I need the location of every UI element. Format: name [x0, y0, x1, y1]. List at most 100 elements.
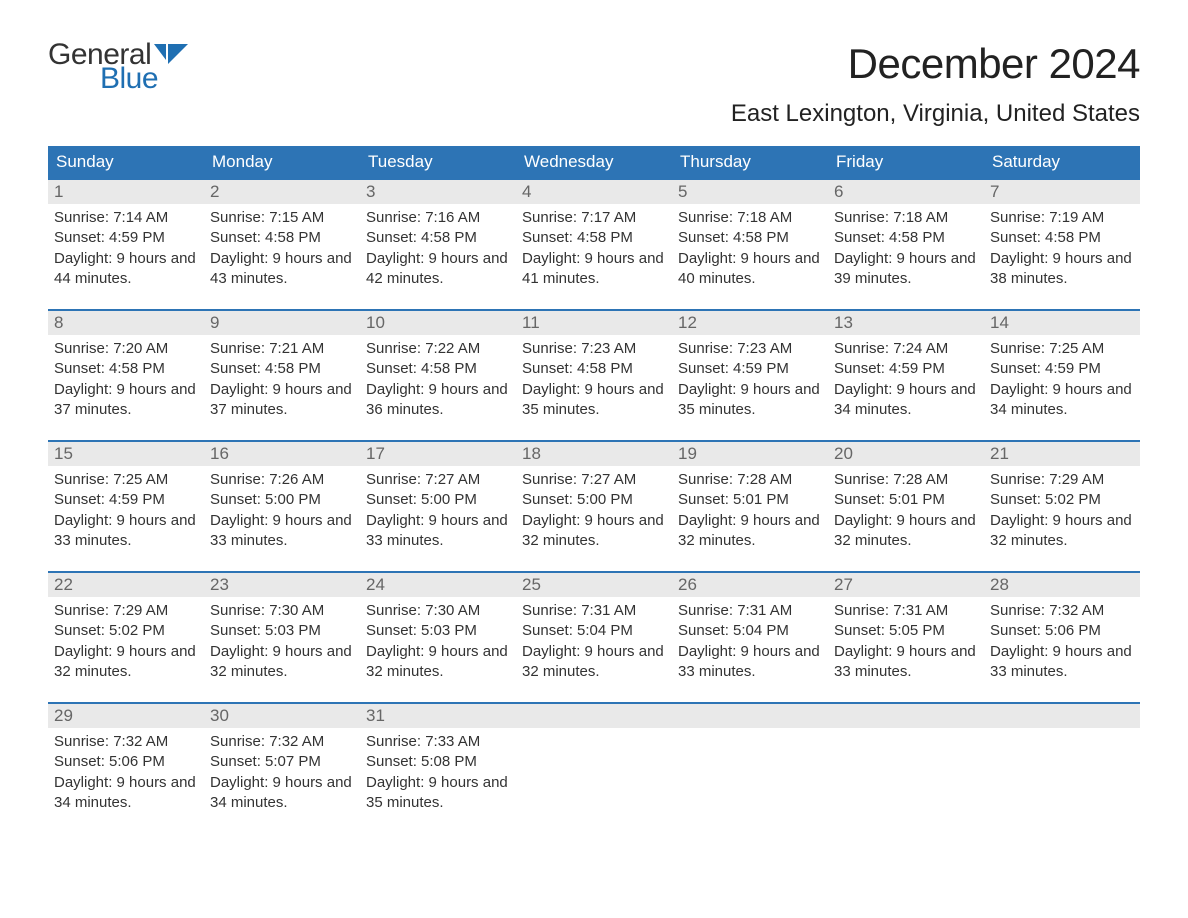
day-number: 4	[516, 180, 672, 204]
location: East Lexington, Virginia, United States	[731, 100, 1140, 128]
calendar-cell: 28Sunrise: 7:32 AMSunset: 5:06 PMDayligh…	[984, 573, 1140, 688]
calendar-cell: 5Sunrise: 7:18 AMSunset: 4:58 PMDaylight…	[672, 180, 828, 295]
calendar-cell: 29Sunrise: 7:32 AMSunset: 5:06 PMDayligh…	[48, 704, 204, 819]
day-number	[828, 704, 984, 728]
day-details: Sunrise: 7:29 AMSunset: 5:02 PMDaylight:…	[984, 466, 1140, 557]
day-number: 17	[360, 442, 516, 466]
day-number: 7	[984, 180, 1140, 204]
day-number: 20	[828, 442, 984, 466]
day-details: Sunrise: 7:26 AMSunset: 5:00 PMDaylight:…	[204, 466, 360, 557]
day-number: 18	[516, 442, 672, 466]
day-details: Sunrise: 7:32 AMSunset: 5:06 PMDaylight:…	[48, 728, 204, 819]
calendar-cell: 25Sunrise: 7:31 AMSunset: 5:04 PMDayligh…	[516, 573, 672, 688]
day-number: 21	[984, 442, 1140, 466]
calendar-cell: 23Sunrise: 7:30 AMSunset: 5:03 PMDayligh…	[204, 573, 360, 688]
day-header-sun: Sunday	[48, 146, 204, 178]
day-details: Sunrise: 7:28 AMSunset: 5:01 PMDaylight:…	[672, 466, 828, 557]
day-header-wed: Wednesday	[516, 146, 672, 178]
day-details: Sunrise: 7:28 AMSunset: 5:01 PMDaylight:…	[828, 466, 984, 557]
day-number: 10	[360, 311, 516, 335]
day-details: Sunrise: 7:27 AMSunset: 5:00 PMDaylight:…	[516, 466, 672, 557]
week-row: 1Sunrise: 7:14 AMSunset: 4:59 PMDaylight…	[48, 178, 1140, 295]
calendar: Sunday Monday Tuesday Wednesday Thursday…	[48, 146, 1140, 819]
week-row: 8Sunrise: 7:20 AMSunset: 4:58 PMDaylight…	[48, 309, 1140, 426]
calendar-cell: 11Sunrise: 7:23 AMSunset: 4:58 PMDayligh…	[516, 311, 672, 426]
day-details: Sunrise: 7:16 AMSunset: 4:58 PMDaylight:…	[360, 204, 516, 295]
day-number: 22	[48, 573, 204, 597]
day-header-thu: Thursday	[672, 146, 828, 178]
calendar-cell: 13Sunrise: 7:24 AMSunset: 4:59 PMDayligh…	[828, 311, 984, 426]
day-details: Sunrise: 7:24 AMSunset: 4:59 PMDaylight:…	[828, 335, 984, 426]
calendar-cell: 27Sunrise: 7:31 AMSunset: 5:05 PMDayligh…	[828, 573, 984, 688]
day-number: 24	[360, 573, 516, 597]
day-details: Sunrise: 7:30 AMSunset: 5:03 PMDaylight:…	[204, 597, 360, 688]
calendar-cell: 10Sunrise: 7:22 AMSunset: 4:58 PMDayligh…	[360, 311, 516, 426]
week-row: 29Sunrise: 7:32 AMSunset: 5:06 PMDayligh…	[48, 702, 1140, 819]
calendar-cell: 14Sunrise: 7:25 AMSunset: 4:59 PMDayligh…	[984, 311, 1140, 426]
day-details: Sunrise: 7:21 AMSunset: 4:58 PMDaylight:…	[204, 335, 360, 426]
weeks-container: 1Sunrise: 7:14 AMSunset: 4:59 PMDaylight…	[48, 178, 1140, 819]
day-details: Sunrise: 7:25 AMSunset: 4:59 PMDaylight:…	[48, 466, 204, 557]
day-details: Sunrise: 7:18 AMSunset: 4:58 PMDaylight:…	[672, 204, 828, 295]
header: General Blue December 2024 East Lexingto…	[48, 40, 1140, 128]
day-header-fri: Friday	[828, 146, 984, 178]
calendar-cell	[516, 704, 672, 819]
day-details: Sunrise: 7:27 AMSunset: 5:00 PMDaylight:…	[360, 466, 516, 557]
day-number: 26	[672, 573, 828, 597]
day-details: Sunrise: 7:19 AMSunset: 4:58 PMDaylight:…	[984, 204, 1140, 295]
calendar-cell: 7Sunrise: 7:19 AMSunset: 4:58 PMDaylight…	[984, 180, 1140, 295]
calendar-cell	[984, 704, 1140, 819]
day-number: 16	[204, 442, 360, 466]
calendar-cell: 9Sunrise: 7:21 AMSunset: 4:58 PMDaylight…	[204, 311, 360, 426]
day-number: 9	[204, 311, 360, 335]
calendar-cell: 21Sunrise: 7:29 AMSunset: 5:02 PMDayligh…	[984, 442, 1140, 557]
day-details: Sunrise: 7:33 AMSunset: 5:08 PMDaylight:…	[360, 728, 516, 819]
day-details: Sunrise: 7:32 AMSunset: 5:07 PMDaylight:…	[204, 728, 360, 819]
day-details: Sunrise: 7:23 AMSunset: 4:59 PMDaylight:…	[672, 335, 828, 426]
day-details: Sunrise: 7:31 AMSunset: 5:05 PMDaylight:…	[828, 597, 984, 688]
day-number: 1	[48, 180, 204, 204]
day-details: Sunrise: 7:25 AMSunset: 4:59 PMDaylight:…	[984, 335, 1140, 426]
day-details: Sunrise: 7:15 AMSunset: 4:58 PMDaylight:…	[204, 204, 360, 295]
day-header-sat: Saturday	[984, 146, 1140, 178]
day-number: 27	[828, 573, 984, 597]
calendar-cell: 12Sunrise: 7:23 AMSunset: 4:59 PMDayligh…	[672, 311, 828, 426]
day-number: 2	[204, 180, 360, 204]
day-details: Sunrise: 7:30 AMSunset: 5:03 PMDaylight:…	[360, 597, 516, 688]
day-number: 11	[516, 311, 672, 335]
day-header-row: Sunday Monday Tuesday Wednesday Thursday…	[48, 146, 1140, 178]
day-number	[516, 704, 672, 728]
day-details: Sunrise: 7:22 AMSunset: 4:58 PMDaylight:…	[360, 335, 516, 426]
day-details: Sunrise: 7:29 AMSunset: 5:02 PMDaylight:…	[48, 597, 204, 688]
day-details: Sunrise: 7:31 AMSunset: 5:04 PMDaylight:…	[516, 597, 672, 688]
calendar-cell: 22Sunrise: 7:29 AMSunset: 5:02 PMDayligh…	[48, 573, 204, 688]
day-details: Sunrise: 7:23 AMSunset: 4:58 PMDaylight:…	[516, 335, 672, 426]
calendar-cell: 8Sunrise: 7:20 AMSunset: 4:58 PMDaylight…	[48, 311, 204, 426]
calendar-cell: 1Sunrise: 7:14 AMSunset: 4:59 PMDaylight…	[48, 180, 204, 295]
calendar-cell: 26Sunrise: 7:31 AMSunset: 5:04 PMDayligh…	[672, 573, 828, 688]
day-details: Sunrise: 7:17 AMSunset: 4:58 PMDaylight:…	[516, 204, 672, 295]
week-row: 15Sunrise: 7:25 AMSunset: 4:59 PMDayligh…	[48, 440, 1140, 557]
day-details: Sunrise: 7:32 AMSunset: 5:06 PMDaylight:…	[984, 597, 1140, 688]
day-number: 12	[672, 311, 828, 335]
calendar-cell: 19Sunrise: 7:28 AMSunset: 5:01 PMDayligh…	[672, 442, 828, 557]
calendar-cell: 2Sunrise: 7:15 AMSunset: 4:58 PMDaylight…	[204, 180, 360, 295]
calendar-cell: 17Sunrise: 7:27 AMSunset: 5:00 PMDayligh…	[360, 442, 516, 557]
day-details: Sunrise: 7:20 AMSunset: 4:58 PMDaylight:…	[48, 335, 204, 426]
day-number: 28	[984, 573, 1140, 597]
day-number: 30	[204, 704, 360, 728]
day-number: 19	[672, 442, 828, 466]
day-number: 25	[516, 573, 672, 597]
day-number: 29	[48, 704, 204, 728]
calendar-cell	[672, 704, 828, 819]
day-details: Sunrise: 7:14 AMSunset: 4:59 PMDaylight:…	[48, 204, 204, 295]
calendar-cell: 3Sunrise: 7:16 AMSunset: 4:58 PMDaylight…	[360, 180, 516, 295]
day-number: 5	[672, 180, 828, 204]
calendar-cell: 6Sunrise: 7:18 AMSunset: 4:58 PMDaylight…	[828, 180, 984, 295]
day-number	[672, 704, 828, 728]
calendar-cell: 20Sunrise: 7:28 AMSunset: 5:01 PMDayligh…	[828, 442, 984, 557]
day-number: 14	[984, 311, 1140, 335]
calendar-cell: 31Sunrise: 7:33 AMSunset: 5:08 PMDayligh…	[360, 704, 516, 819]
day-number: 13	[828, 311, 984, 335]
day-details: Sunrise: 7:31 AMSunset: 5:04 PMDaylight:…	[672, 597, 828, 688]
